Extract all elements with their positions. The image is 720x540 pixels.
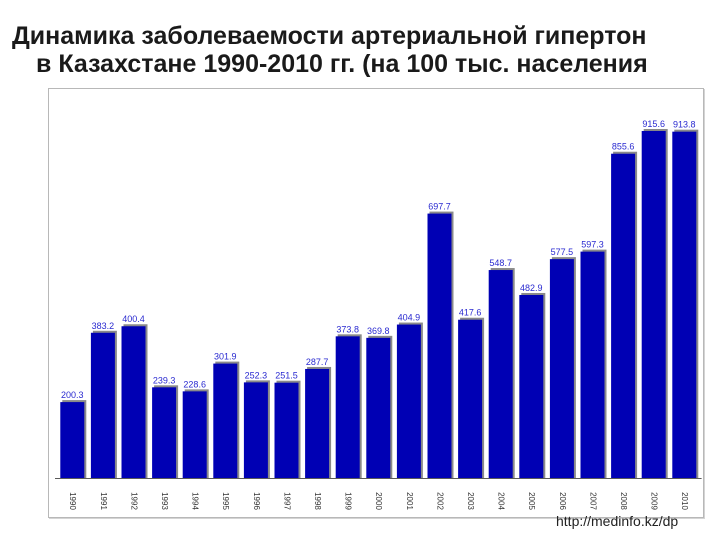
x-tick-label: 1997	[282, 492, 291, 510]
chart-title: Динамика заболеваемости артериальной гип…	[0, 22, 720, 78]
data-label: 239.3	[153, 375, 176, 385]
bar	[121, 326, 146, 478]
x-tick-label: 2003	[466, 492, 475, 510]
bar	[488, 270, 513, 478]
chart-panel: 200.3 383.2 400.4 239.3 228.6 301.9 252.3 251.5…	[48, 88, 704, 518]
x-tick-label: 2009	[650, 492, 659, 510]
bar-chart: 200.3 383.2 400.4 239.3 228.6 301.9 252.3 251.5…	[55, 119, 702, 510]
bar	[305, 368, 330, 478]
x-tick-label: 2007	[588, 492, 597, 510]
data-label: 913.8	[673, 120, 696, 130]
bar	[243, 382, 268, 478]
chart-title-line-1: Динамика заболеваемости артериальной гип…	[12, 22, 647, 50]
x-tick-label: 1996	[252, 492, 261, 510]
bar	[396, 324, 421, 478]
bar	[580, 251, 605, 478]
x-tick-label: 2002	[435, 492, 444, 510]
bar	[611, 153, 636, 478]
x-tick-label: 1998	[313, 492, 322, 510]
source-url: http://medinfo.kz/dp	[556, 513, 679, 529]
x-tick-label: 2010	[680, 492, 689, 510]
bar	[274, 382, 299, 478]
data-label: 577.5	[551, 247, 574, 257]
data-label: 597.3	[581, 240, 604, 250]
data-label: 369.8	[367, 326, 390, 336]
data-label: 697.7	[428, 202, 451, 212]
data-label: 200.3	[61, 390, 84, 400]
bar	[335, 336, 360, 478]
bar	[458, 319, 483, 478]
x-tick-label: 1991	[99, 492, 108, 510]
data-label: 417.6	[459, 308, 482, 318]
bar	[152, 387, 177, 478]
chart-title-line-2: в Казахстане 1990-2010 гг. (на 100 тыс. …	[36, 50, 648, 78]
data-label: 252.3	[245, 370, 268, 380]
data-label: 855.6	[612, 142, 635, 152]
data-label: 404.9	[398, 313, 421, 323]
x-tick-label: 2005	[527, 492, 536, 510]
bar	[60, 402, 85, 478]
bar	[366, 337, 391, 478]
x-tick-label: 1993	[160, 492, 169, 510]
bar	[213, 363, 238, 478]
x-tick-label: 2008	[619, 492, 628, 510]
bar	[90, 332, 115, 478]
x-tick-label: 1990	[68, 492, 77, 510]
bar	[519, 294, 544, 478]
bar	[641, 130, 666, 478]
data-label: 548.7	[489, 258, 512, 268]
x-tick-label: 1999	[344, 492, 353, 510]
x-tick-label: 2001	[405, 492, 414, 510]
x-tick-label: 1994	[191, 492, 200, 510]
x-tick-label: 1992	[129, 492, 138, 510]
bar	[427, 213, 452, 478]
data-label: 287.7	[306, 357, 329, 367]
x-tick-label: 1995	[221, 492, 230, 510]
bar	[672, 131, 697, 478]
data-label: 373.8	[336, 324, 359, 334]
x-tick-label: 2004	[497, 492, 506, 510]
data-label: 383.2	[92, 321, 115, 331]
data-label: 251.5	[275, 371, 298, 381]
data-label: 915.6	[642, 119, 665, 129]
data-label: 482.9	[520, 283, 543, 293]
bar	[549, 259, 574, 478]
data-label: 301.9	[214, 352, 237, 362]
data-label: 228.6	[183, 379, 206, 389]
bar	[182, 391, 207, 478]
x-tick-label: 2000	[374, 492, 383, 510]
x-tick-label: 2006	[558, 492, 567, 510]
data-label: 400.4	[122, 314, 145, 324]
